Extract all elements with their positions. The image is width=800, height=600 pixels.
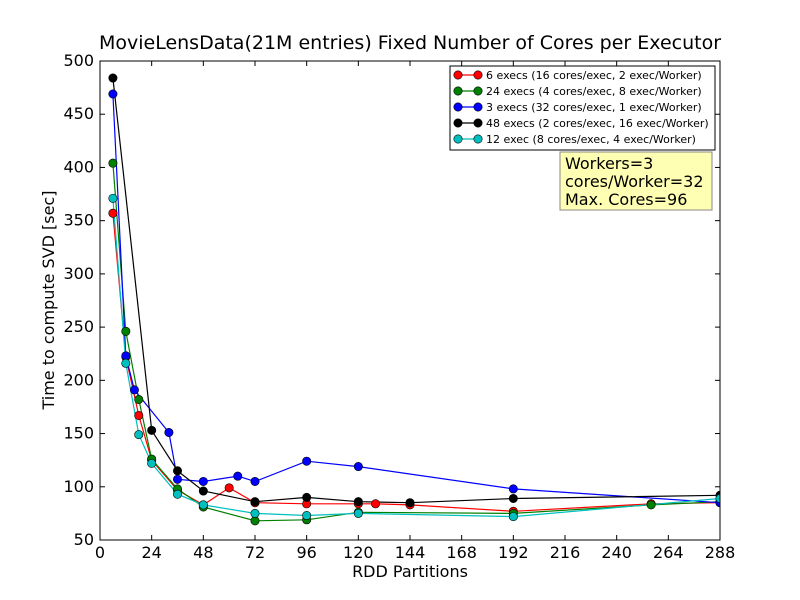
series-4-point xyxy=(108,73,118,83)
series-5-point xyxy=(108,193,118,203)
legend-marker-4 xyxy=(453,118,463,128)
legend-label-1: 6 execs (16 cores/exec, 2 exec/Worker) xyxy=(486,69,702,82)
x-tick-label: 48 xyxy=(193,543,213,562)
y-tick-label: 100 xyxy=(63,477,94,496)
legend-marker-5 xyxy=(473,134,483,144)
annotation-background xyxy=(559,151,713,211)
y-tick-label: 150 xyxy=(63,424,94,443)
series-1-point xyxy=(371,499,381,509)
legend-box xyxy=(449,65,716,151)
series-3-point xyxy=(508,484,518,494)
series-line-3 xyxy=(112,93,720,504)
plot-area xyxy=(108,73,720,526)
legend-marker-3 xyxy=(453,102,463,112)
y-tick-label: 350 xyxy=(63,211,94,230)
legend-label-5: 12 exec (8 cores/exec, 4 exec/Worker) xyxy=(486,133,696,146)
series-5-point xyxy=(353,508,363,518)
series-4-point xyxy=(302,492,312,502)
series-3-point xyxy=(108,89,118,99)
series-3-point xyxy=(164,427,174,437)
legend-marker-2 xyxy=(473,86,483,96)
series-4-point xyxy=(508,493,518,503)
series-line-2 xyxy=(112,163,720,522)
series-group xyxy=(108,73,720,526)
annotation-line-3: Max. Cores=96 xyxy=(565,190,687,209)
x-tick-label: 72 xyxy=(245,543,265,562)
legend-marker-1 xyxy=(473,70,483,80)
legend-label-4: 48 execs (2 cores/exec, 16 exec/Worker) xyxy=(486,117,709,130)
series-3-point xyxy=(250,476,260,486)
series-3-point xyxy=(198,476,208,486)
series-4-point xyxy=(353,497,363,507)
y-axis-label: Time to compute SVD [sec] xyxy=(39,190,58,410)
annotation-line-2: cores/Worker=32 xyxy=(565,172,704,191)
legend: 6 execs (16 cores/exec, 2 exec/Worker) 24… xyxy=(449,65,716,151)
series-4-point xyxy=(173,466,183,476)
legend-label-2: 24 execs (4 cores/exec, 8 exec/Worker) xyxy=(486,85,702,98)
series-2-point xyxy=(121,326,131,336)
x-tick-label: 168 xyxy=(446,543,477,562)
series-4-point xyxy=(250,497,260,507)
y-tick-label: 300 xyxy=(63,264,94,283)
y-tick-label: 50 xyxy=(74,530,94,549)
legend-marker-2 xyxy=(453,86,463,96)
legend-marker-4 xyxy=(473,118,483,128)
legend-marker-5 xyxy=(453,134,463,144)
series-5-point xyxy=(302,511,312,521)
series-1-point xyxy=(108,208,118,218)
series-1-point xyxy=(134,410,144,420)
series-5-point xyxy=(173,489,183,499)
series-2-point xyxy=(134,394,144,404)
series-5-point xyxy=(134,430,144,440)
series-1-point xyxy=(224,483,234,493)
x-tick-label: 216 xyxy=(550,543,581,562)
series-3-point xyxy=(302,456,312,466)
series-4-point xyxy=(198,486,208,496)
axes: 0 24 48 72 96 120 144 168 192 216 240 264 288 50 100 15… xyxy=(63,51,735,562)
series-line-5 xyxy=(112,198,720,518)
y-tick-label: 400 xyxy=(63,157,94,176)
y-tick-label: 500 xyxy=(63,51,94,70)
series-5-point xyxy=(198,500,208,510)
chart-title: MovieLensData(21M entries) Fixed Number … xyxy=(99,32,721,54)
y-tick-label: 250 xyxy=(63,317,94,336)
series-3-point xyxy=(233,471,243,481)
series-5-point xyxy=(121,358,131,368)
y-tick-label: 200 xyxy=(63,370,94,389)
series-3-point xyxy=(129,385,139,395)
series-3-point xyxy=(173,474,183,484)
annotation-line-1: Workers=3 xyxy=(565,154,653,173)
legend-marker-1 xyxy=(453,70,463,80)
series-line-4 xyxy=(112,77,720,504)
y-tick-label: 450 xyxy=(63,104,94,123)
x-tick-label: 240 xyxy=(601,543,632,562)
legend-label-3: 3 execs (32 cores/exec, 1 exec/Worker) xyxy=(486,101,702,114)
series-2-point xyxy=(646,500,656,510)
series-4-point xyxy=(405,498,415,508)
x-tick-label: 0 xyxy=(95,543,105,562)
series-2-point xyxy=(250,516,260,526)
x-tick-label: 192 xyxy=(498,543,529,562)
series-2-point xyxy=(108,158,118,168)
series-3-point xyxy=(121,351,131,361)
series-line-1 xyxy=(112,213,720,512)
x-axis-label: RDD Partitions xyxy=(352,562,468,581)
legend-marker-3 xyxy=(473,102,483,112)
x-tick-label: 24 xyxy=(141,543,161,562)
x-tick-label: 144 xyxy=(395,543,426,562)
series-4-point xyxy=(147,425,157,435)
x-tick-label: 264 xyxy=(653,543,684,562)
x-tick-label: 96 xyxy=(296,543,316,562)
series-5-point xyxy=(147,458,157,468)
x-tick-label: 120 xyxy=(343,543,374,562)
series-3-point xyxy=(353,462,363,472)
series-5-point xyxy=(508,512,518,522)
series-5-point xyxy=(250,508,260,518)
x-tick-label: 288 xyxy=(705,543,736,562)
